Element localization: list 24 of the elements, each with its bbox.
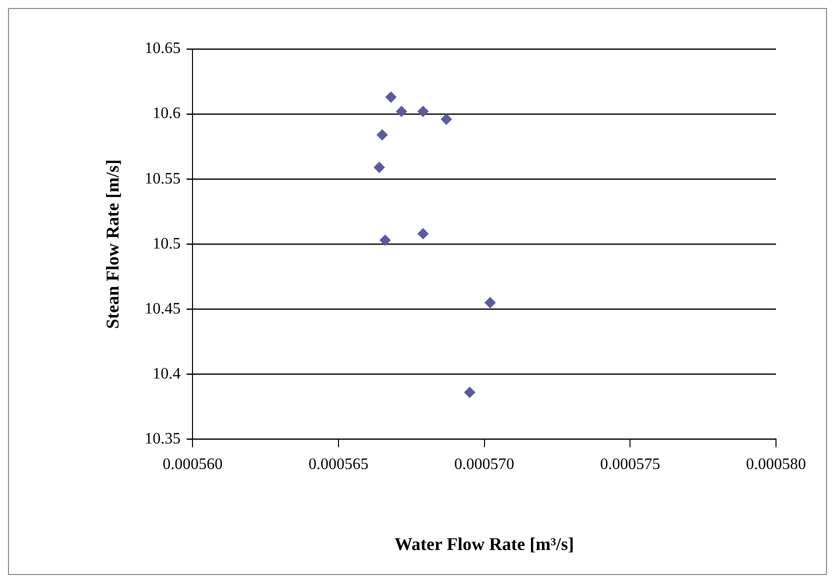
y-tick-label: 10.6 [152, 105, 181, 122]
point [418, 106, 429, 117]
x-tick-label: 0.000580 [746, 456, 806, 474]
y-axis-title: Stean Flow Rate [m/s] [102, 159, 122, 329]
y-tick-label: 10.65 [144, 40, 181, 58]
x-tick-label: 0.000560 [162, 456, 223, 474]
point [396, 106, 407, 117]
x-tick-label: 0.000575 [600, 456, 660, 474]
x-tick-label: 0.000565 [308, 456, 368, 474]
point [380, 234, 391, 246]
point [385, 92, 396, 103]
point [484, 297, 496, 308]
point [418, 228, 429, 240]
y-tick-label: 10.5 [152, 235, 181, 252]
y-tick-label: 10.55 [144, 170, 181, 188]
y-tick-label: 10.35 [144, 430, 181, 448]
point [374, 162, 385, 173]
x-tick-label: 0.000570 [454, 456, 514, 474]
y-tick-label: 10.45 [144, 300, 181, 318]
y-tick-label: 10.4 [152, 365, 181, 382]
point [440, 114, 452, 125]
x-axis-title: Water Flow Rate [m³/s] [394, 534, 574, 554]
point [464, 386, 476, 398]
point [376, 129, 388, 140]
